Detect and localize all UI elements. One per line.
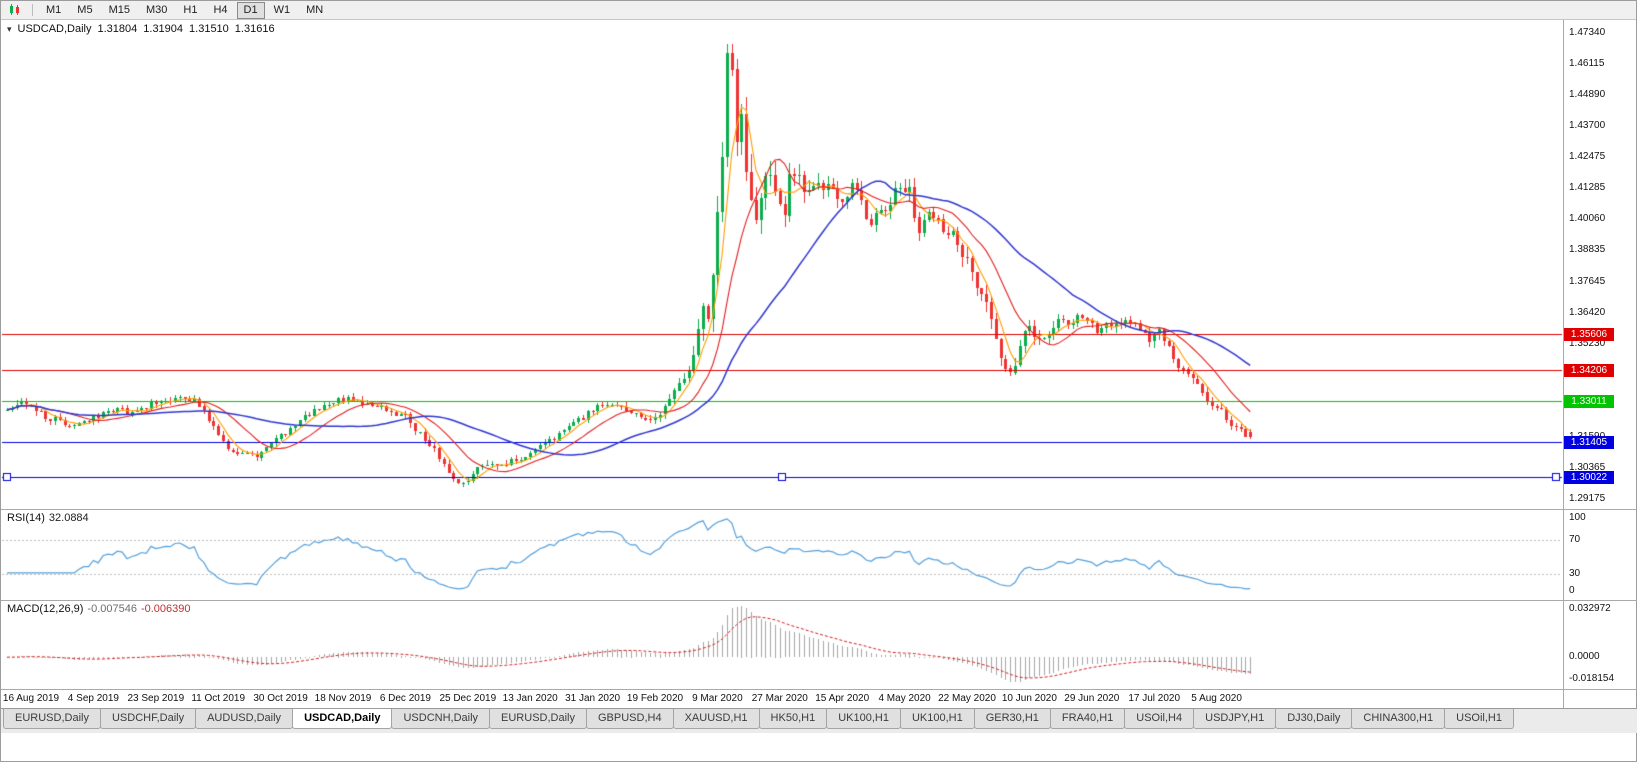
price-tick-label: 1.43700 [1569, 120, 1606, 132]
price-tick-label: 1.38835 [1569, 244, 1606, 256]
price-tick-label: 1.42475 [1569, 151, 1606, 163]
chart-low-value: 1.31510 [189, 23, 229, 35]
timeframe-button-mn[interactable]: MN [306, 3, 324, 16]
main-rsi-separator[interactable] [1, 509, 1637, 510]
hline-price-tag: 1.31405 [1564, 436, 1614, 449]
timeframe-button-m5[interactable]: M5 [77, 3, 93, 16]
chart-tab-dj30-daily[interactable]: DJ30,Daily [1275, 709, 1353, 729]
chart-tab-xauusd-h1[interactable]: XAUUSD,H1 [672, 709, 760, 729]
price-tick-label: 1.30365 [1569, 461, 1606, 473]
price-chart-canvas[interactable] [1, 1, 1637, 711]
chart-tab-usdjpy-h1[interactable]: USDJPY,H1 [1193, 709, 1277, 729]
macd-indicator-label: MACD(12,26,9) -0.007546 -0.006390 [7, 603, 191, 615]
chart-tab-fra40-h1[interactable]: FRA40,H1 [1049, 709, 1126, 729]
rsi-scale-label: 70 [1569, 534, 1581, 546]
macd-scale-label: -0.018154 [1569, 673, 1615, 684]
chart-tab-usdchf-daily[interactable]: USDCHF,Daily [99, 709, 197, 729]
date-label: 17 Jul 2020 [1128, 693, 1181, 704]
chart-close-value: 1.31616 [234, 23, 275, 35]
chart-tab-bar: EURUSD,Daily USDCHF,Daily AUDUSD,Daily USDC… [1, 708, 1637, 733]
date-label: 27 Mar 2020 [751, 693, 808, 704]
timeframe-button-m30[interactable]: M30 [145, 3, 168, 16]
date-label: 6 Dec 2019 [379, 693, 431, 704]
hline-price-tag: 1.35606 [1564, 328, 1614, 341]
timeframe-button-m1[interactable]: M1 [46, 3, 62, 16]
date-label: 19 Feb 2020 [626, 693, 684, 704]
macd-signal-value: -0.006390 [140, 603, 191, 615]
chart-high-value: 1.31904 [143, 23, 184, 35]
price-tick-label: 1.36420 [1569, 306, 1606, 318]
hline-price-tag: 1.33011 [1564, 395, 1614, 408]
timeframe-buttons: M1 M5 M15 M30 H1 H4 D1 W1 MN [38, 1, 331, 19]
date-label: 29 Jun 2020 [1064, 693, 1120, 704]
chart-tab-gbpusd-h4[interactable]: GBPUSD,H4 [586, 709, 674, 729]
date-label: 5 Aug 2020 [1191, 693, 1242, 704]
toolbar: M1 M5 M15 M30 H1 H4 D1 W1 MN [1, 1, 1636, 20]
timeframe-button-h4[interactable]: H4 [213, 3, 228, 16]
toolbar-separator [32, 4, 33, 16]
chart-symbol-label: USDCAD,Daily [17, 23, 92, 35]
date-label: 11 Oct 2019 [191, 693, 246, 704]
rsi-indicator-label: RSI(14) 32.0884 [7, 512, 89, 524]
rsi-name: RSI(14) [7, 512, 45, 524]
chart-tab-china300-h1[interactable]: CHINA300,H1 [1351, 709, 1446, 729]
price-tick-label: 1.44890 [1569, 89, 1606, 101]
rsi-scale-label: 100 [1569, 512, 1586, 523]
macd-date-separator [1, 689, 1637, 690]
date-label: 10 Jun 2020 [1001, 693, 1057, 704]
chart-ohlc-header: ▾ USDCAD,Daily 1.31804 1.31904 1.31510 1… [7, 23, 275, 35]
timeframe-button-w1[interactable]: W1 [273, 3, 291, 16]
date-label: 18 Nov 2019 [314, 693, 372, 704]
price-tick-label: 1.29175 [1569, 493, 1606, 504]
date-label: 25 Dec 2019 [439, 693, 497, 704]
hline-price-tag: 1.30022 [1564, 471, 1614, 484]
macd-scale-label: 0.0000 [1569, 651, 1600, 663]
rsi-scale-label: 30 [1569, 567, 1581, 579]
date-label: 9 Mar 2020 [692, 693, 743, 704]
date-label: 15 Apr 2020 [815, 693, 870, 704]
chart-tab-ger30-h1[interactable]: GER30,H1 [973, 709, 1051, 729]
timeframe-button-h1[interactable]: H1 [183, 3, 198, 16]
timeframe-button-d1[interactable]: D1 [236, 1, 265, 19]
macd-scale-label: 0.032972 [1569, 603, 1611, 614]
chart-tab-usoil-h1[interactable]: USOil,H1 [1444, 709, 1514, 729]
date-label: 22 May 2020 [938, 693, 996, 704]
price-tick-label: 1.46115 [1569, 58, 1605, 70]
macd-main-value: -0.007546 [87, 603, 137, 615]
rsi-value: 32.0884 [48, 512, 89, 524]
chart-tab-eurusd-daily[interactable]: EURUSD,Daily [3, 709, 101, 729]
chart-tab-uk100-h1[interactable]: UK100,H1 [826, 709, 901, 729]
chart-tab-hk50-h1[interactable]: HK50,H1 [758, 709, 828, 729]
rsi-macd-separator[interactable] [1, 600, 1637, 601]
price-tick-label: 1.40060 [1569, 213, 1606, 225]
price-tick-label: 1.47340 [1569, 27, 1606, 38]
hline-price-tag: 1.34206 [1564, 364, 1614, 377]
rsi-scale-label: 0 [1569, 585, 1575, 596]
chart-type-icon[interactable] [8, 4, 24, 16]
price-tick-label: 1.37645 [1569, 275, 1606, 287]
chart-tab-audusd-daily[interactable]: AUDUSD,Daily [195, 709, 294, 729]
date-axis[interactable]: 16 Aug 2019 4 Sep 2019 23 Sep 2019 11 Oct 2… [1, 689, 1563, 707]
macd-name: MACD(12,26,9) [7, 603, 84, 615]
chart-open-value: 1.31804 [97, 23, 138, 35]
date-label: 16 Aug 2019 [2, 693, 60, 704]
chart-tab-uk100-h1[interactable]: UK100,H1 [899, 709, 975, 729]
date-label: 4 May 2020 [878, 693, 931, 704]
chart-tab-usoil-h4[interactable]: USOil,H4 [1124, 709, 1195, 729]
date-label: 30 Oct 2019 [253, 693, 308, 704]
price-axis-separator [1563, 19, 1564, 708]
chart-tab-usdcad-daily[interactable]: USDCAD,Daily [292, 709, 393, 729]
price-tick-label: 1.41285 [1569, 182, 1606, 194]
price-axis[interactable]: 1.47340 1.46115 1.44890 1.43700 1.42475 1.412… [1564, 1, 1637, 711]
date-label: 31 Jan 2020 [565, 693, 621, 704]
date-label: 4 Sep 2019 [67, 693, 119, 704]
price-tick-label: 1.35230 [1569, 337, 1606, 349]
chart-tab-eurusd-daily[interactable]: EURUSD,Daily [489, 709, 587, 729]
date-label: 13 Jan 2020 [502, 693, 558, 704]
chart-tab-usdcnh-daily[interactable]: USDCNH,Daily [391, 709, 491, 729]
timeframe-button-m15[interactable]: M15 [108, 3, 130, 16]
date-label: 23 Sep 2019 [127, 693, 185, 704]
chart-collapse-icon[interactable]: ▾ [7, 23, 12, 34]
